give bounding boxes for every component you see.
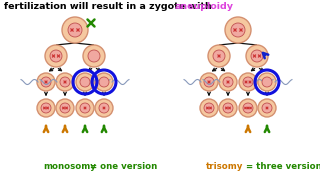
Circle shape xyxy=(213,50,225,62)
Circle shape xyxy=(204,103,214,113)
Circle shape xyxy=(246,45,268,67)
Text: = three versions: = three versions xyxy=(243,162,320,171)
Circle shape xyxy=(56,99,74,117)
Circle shape xyxy=(262,77,272,87)
Circle shape xyxy=(200,73,218,91)
Circle shape xyxy=(37,73,55,91)
Circle shape xyxy=(223,103,233,113)
Circle shape xyxy=(99,77,109,87)
Circle shape xyxy=(41,77,51,87)
Circle shape xyxy=(258,99,276,117)
Circle shape xyxy=(243,77,253,87)
Circle shape xyxy=(68,23,82,37)
Circle shape xyxy=(99,103,109,113)
Circle shape xyxy=(80,103,90,113)
Circle shape xyxy=(200,99,218,117)
Circle shape xyxy=(239,73,257,91)
Circle shape xyxy=(243,103,253,113)
Circle shape xyxy=(45,45,67,67)
Circle shape xyxy=(258,73,276,91)
Circle shape xyxy=(223,77,233,87)
Circle shape xyxy=(88,50,100,62)
Text: = one version: = one version xyxy=(87,162,157,171)
Circle shape xyxy=(80,77,90,87)
Circle shape xyxy=(204,77,214,87)
Circle shape xyxy=(37,99,55,117)
Circle shape xyxy=(76,99,94,117)
Circle shape xyxy=(262,103,272,113)
Circle shape xyxy=(41,103,51,113)
Circle shape xyxy=(50,50,62,62)
Circle shape xyxy=(60,103,70,113)
Text: fertilization will result in a zygote with: fertilization will result in a zygote wi… xyxy=(4,2,215,11)
Circle shape xyxy=(208,45,230,67)
Circle shape xyxy=(231,23,245,37)
Circle shape xyxy=(225,17,251,43)
Text: aneuploidy: aneuploidy xyxy=(175,2,234,11)
Circle shape xyxy=(56,73,74,91)
Circle shape xyxy=(251,50,263,62)
Circle shape xyxy=(76,73,94,91)
Circle shape xyxy=(239,99,257,117)
Circle shape xyxy=(219,73,237,91)
Text: monosomy: monosomy xyxy=(43,162,96,171)
Circle shape xyxy=(95,73,113,91)
Circle shape xyxy=(95,99,113,117)
Text: trisomy: trisomy xyxy=(206,162,244,171)
Circle shape xyxy=(60,77,70,87)
Circle shape xyxy=(83,45,105,67)
Circle shape xyxy=(219,99,237,117)
Circle shape xyxy=(62,17,88,43)
